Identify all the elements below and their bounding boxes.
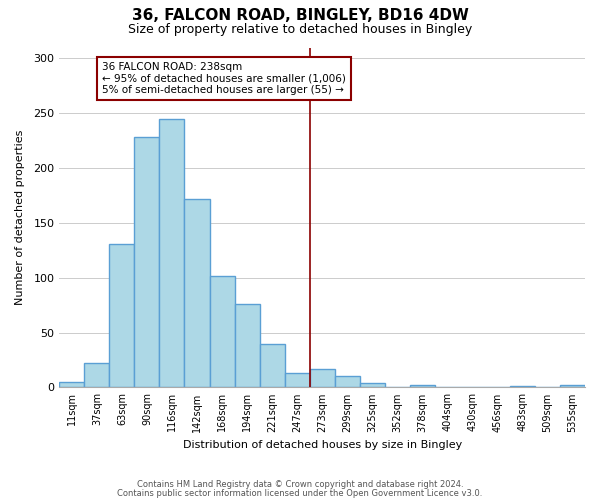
Y-axis label: Number of detached properties: Number of detached properties: [15, 130, 25, 305]
Bar: [360, 383, 385, 388]
Text: Contains HM Land Registry data © Crown copyright and database right 2024.: Contains HM Land Registry data © Crown c…: [137, 480, 463, 489]
Bar: [335, 376, 360, 388]
Text: 36 FALCON ROAD: 238sqm
← 95% of detached houses are smaller (1,006)
5% of semi-d: 36 FALCON ROAD: 238sqm ← 95% of detached…: [102, 62, 346, 95]
Text: 36, FALCON ROAD, BINGLEY, BD16 4DW: 36, FALCON ROAD, BINGLEY, BD16 4DW: [131, 8, 469, 22]
Bar: [235, 304, 260, 388]
Text: Contains public sector information licensed under the Open Government Licence v3: Contains public sector information licen…: [118, 488, 482, 498]
Bar: [59, 382, 85, 388]
Bar: [284, 373, 310, 388]
Bar: [85, 364, 109, 388]
Bar: [510, 386, 535, 388]
Bar: [184, 199, 209, 388]
Bar: [560, 385, 585, 388]
Bar: [260, 344, 284, 388]
X-axis label: Distribution of detached houses by size in Bingley: Distribution of detached houses by size …: [182, 440, 462, 450]
Bar: [410, 385, 435, 388]
Bar: [209, 276, 235, 388]
Bar: [160, 119, 184, 388]
Bar: [310, 369, 335, 388]
Bar: [109, 244, 134, 388]
Bar: [134, 138, 160, 388]
Text: Size of property relative to detached houses in Bingley: Size of property relative to detached ho…: [128, 22, 472, 36]
